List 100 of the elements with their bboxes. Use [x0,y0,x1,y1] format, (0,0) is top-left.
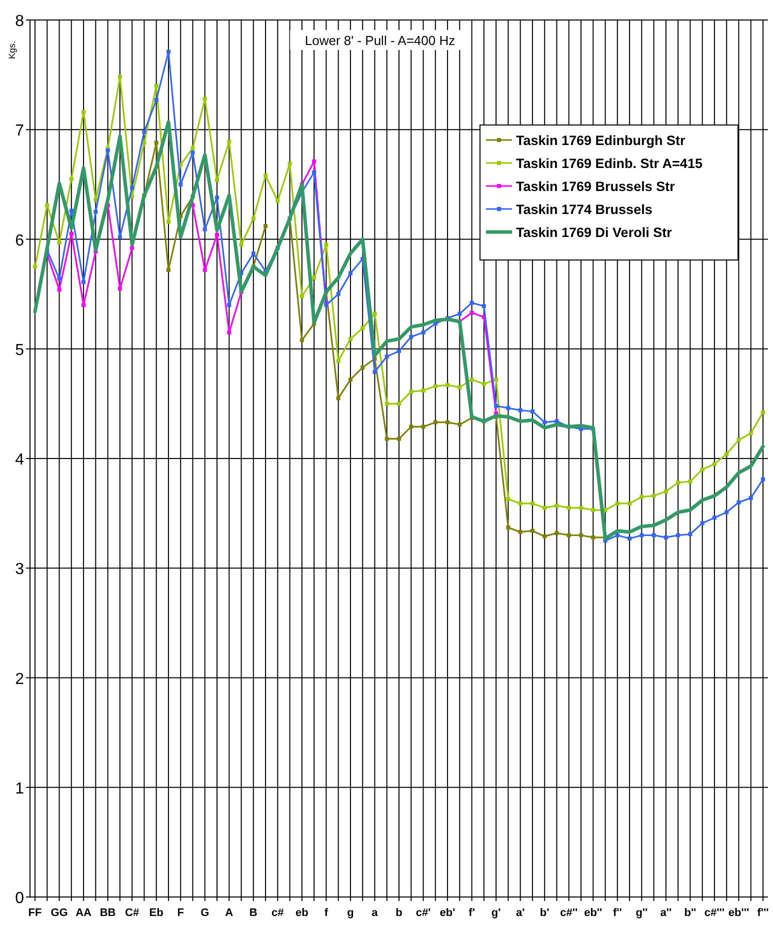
point [251,252,256,256]
point [384,436,389,441]
legend-label: Taskin 1769 Edinb. Str A=415 [516,156,703,171]
point [482,304,486,308]
point [264,224,268,228]
point [554,531,559,536]
point [421,424,426,429]
point [518,530,522,534]
x-tick-label: g'' [636,907,648,919]
y-tick-label: 2 [15,670,24,688]
point [348,271,352,276]
x-tick-label: a'' [660,907,672,919]
point [372,370,377,374]
point [397,436,401,441]
point [506,526,510,530]
point [433,420,438,424]
point [761,477,765,482]
legend-label: Taskin 1769 Brussels Str [516,179,676,194]
point [154,98,158,102]
x-tick-label: G [200,907,210,919]
point [748,496,753,500]
point [178,182,183,186]
y-tick-label: 1 [15,780,24,798]
text: Lower 8' - Pull - A=400 Hz [304,33,456,48]
point [530,409,534,414]
point [542,420,547,424]
point [190,150,195,155]
point [458,312,462,316]
x-tick-label: b' [540,907,550,919]
point [724,510,729,514]
point [470,310,474,315]
x-tick-label: GG [50,907,68,919]
point [506,406,510,410]
point [202,227,207,232]
point [324,303,328,308]
point [215,232,219,237]
point [336,396,340,400]
point [409,424,414,429]
point [336,292,340,296]
point [227,330,232,334]
point [82,303,86,308]
x-tick-label: f''' [757,907,770,919]
x-tick-label: B [249,907,258,919]
x-tick-label: c#''' [704,907,725,919]
point [664,535,668,540]
x-tick-label: f' [468,907,476,919]
point [688,532,692,536]
point [360,366,365,370]
x-tick-label: eb [296,907,309,919]
y-tick-label: 8 [15,13,24,30]
point [421,330,426,334]
point [215,196,219,200]
point [57,288,62,292]
x-tick-label: A [225,907,234,919]
point [69,208,74,213]
point [554,419,559,424]
point [676,533,680,538]
point [312,159,316,164]
point [615,533,620,538]
x-tick-label: c#' [416,907,432,919]
point [142,130,146,134]
x-tick-label: b [396,907,403,919]
point [700,521,704,526]
point [57,276,62,281]
y-tick-label: 7 [15,122,24,140]
point [446,420,450,424]
y-tick-label: 6 [15,232,24,250]
x-tick-label: eb'' [584,907,603,919]
point [348,378,352,382]
point [227,303,232,308]
point [518,408,522,412]
point [409,334,414,339]
x-tick-label: c#'' [560,907,578,919]
point [130,246,134,250]
legend-label: Taskin 1774 Brussels [516,202,652,217]
point [118,286,122,291]
point [118,235,122,240]
point [736,500,741,504]
x-tick-label: b'' [684,907,697,919]
point [166,268,170,272]
point [166,50,170,54]
x-tick-label: a [372,907,379,919]
y-tick-label: 5 [15,342,24,359]
x-tick-label: C# [125,907,140,919]
x-tick-label: BB [100,907,116,919]
point [591,535,596,540]
point [94,210,98,214]
point [640,533,644,538]
y-tick-label: 3 [15,561,24,578]
point [494,404,498,408]
point [82,280,86,284]
point [530,528,534,533]
point [154,140,158,145]
point [628,536,632,541]
x-tick-label: g [347,907,354,919]
x-tick-label: a' [516,907,526,919]
legend-label: Taskin 1769 Edinburgh Str [516,133,686,148]
y-tick-label: 0 [15,890,24,907]
point [542,534,547,538]
x-tick-label: Eb [149,907,164,919]
